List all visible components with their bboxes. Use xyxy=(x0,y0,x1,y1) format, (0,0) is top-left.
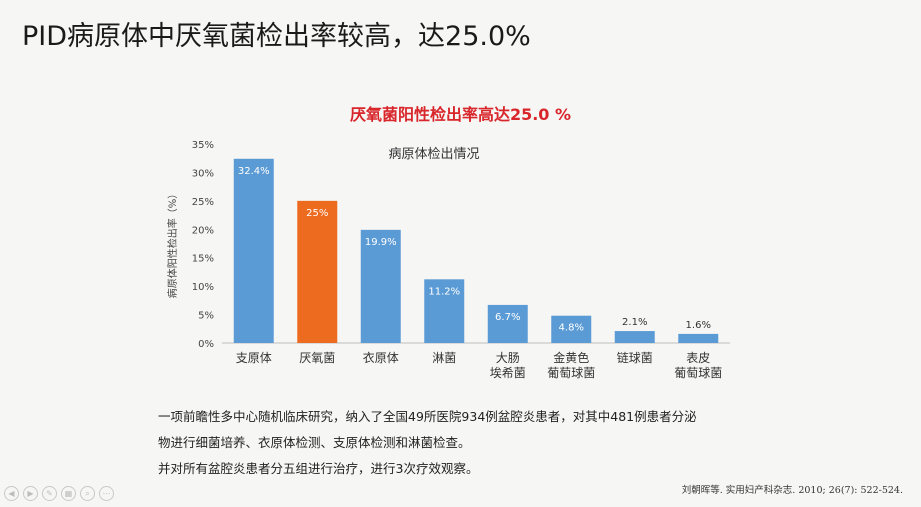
bar xyxy=(233,158,274,343)
slides-icon[interactable]: ▦ xyxy=(61,486,76,501)
chart-title: 病原体检出情况 xyxy=(388,147,479,162)
bar-data-label: 6.7% xyxy=(495,312,520,323)
x-category-label: 大肠 xyxy=(496,351,520,365)
bar xyxy=(360,229,401,343)
bar-data-label: 32.4% xyxy=(238,166,270,177)
chart-subtitle: 厌氧菌阳性检出率高达25.0 % xyxy=(349,105,572,124)
x-category-label: 金黄色 xyxy=(553,350,589,365)
next-icon[interactable]: ▶ xyxy=(23,486,38,501)
more-icon[interactable]: ⋯ xyxy=(99,486,114,501)
x-category-label: 链球菌 xyxy=(617,350,653,365)
bar xyxy=(551,315,592,343)
bar-data-label: 1.6% xyxy=(686,320,711,331)
y-tick-label: 10% xyxy=(192,282,214,293)
bar-data-label: 4.8% xyxy=(559,323,584,334)
y-tick-label: 25% xyxy=(192,197,214,208)
x-category-label: 表皮 xyxy=(686,351,710,365)
x-category-label: 厌氧菌 xyxy=(299,351,335,365)
bar xyxy=(614,331,655,343)
x-category-label: 葡萄球菌 xyxy=(674,366,722,380)
prev-icon[interactable]: ◀ xyxy=(4,486,19,501)
x-category-label: 埃希菌 xyxy=(490,365,526,380)
y-tick-label: 35% xyxy=(192,140,214,151)
bar xyxy=(678,333,719,343)
bar-data-label: 25% xyxy=(306,208,328,219)
bar xyxy=(487,304,528,343)
y-tick-label: 0% xyxy=(198,339,214,350)
y-axis-label: 病原体阳性检出率（%） xyxy=(166,189,179,299)
y-tick-label: 30% xyxy=(192,168,214,179)
y-tick-label: 20% xyxy=(192,225,214,236)
x-category-label: 支原体 xyxy=(236,351,272,365)
bar xyxy=(424,279,465,343)
bar-data-label: 11.2% xyxy=(428,286,460,297)
slideshow-controls[interactable]: ◀ ▶ ✎ ▦ ⌕ ⋯ xyxy=(4,486,114,501)
bar-data-label: 2.1% xyxy=(622,317,647,328)
zoom-icon[interactable]: ⌕ xyxy=(80,486,95,501)
y-tick-label: 15% xyxy=(192,254,214,265)
bar-data-label: 19.9% xyxy=(365,237,397,248)
x-category-label: 葡萄球菌 xyxy=(547,366,595,380)
citation: 刘朝晖等. 实用妇产科杂志. 2010; 26(7): 522-524. xyxy=(681,485,903,496)
slide-title: PID病原体中厌氧菌检出率较高，达25.0% xyxy=(22,21,531,52)
bar xyxy=(297,200,338,343)
x-category-label: 淋菌 xyxy=(432,351,456,365)
note-line-3: 并对所有盆腔炎患者分五组进行治疗，进行3次疗效观察。 xyxy=(158,461,479,476)
y-tick-label: 5% xyxy=(198,311,214,322)
note-line-2: 物进行细菌培养、衣原体检测、支原体检测和淋菌检查。 xyxy=(158,435,471,450)
pen-icon[interactable]: ✎ xyxy=(42,486,57,501)
note-line-1: 一项前瞻性多中心随机临床研究，纳入了全国49所医院934例盆腔炎患者，对其中48… xyxy=(158,409,697,424)
x-category-label: 衣原体 xyxy=(363,350,399,365)
